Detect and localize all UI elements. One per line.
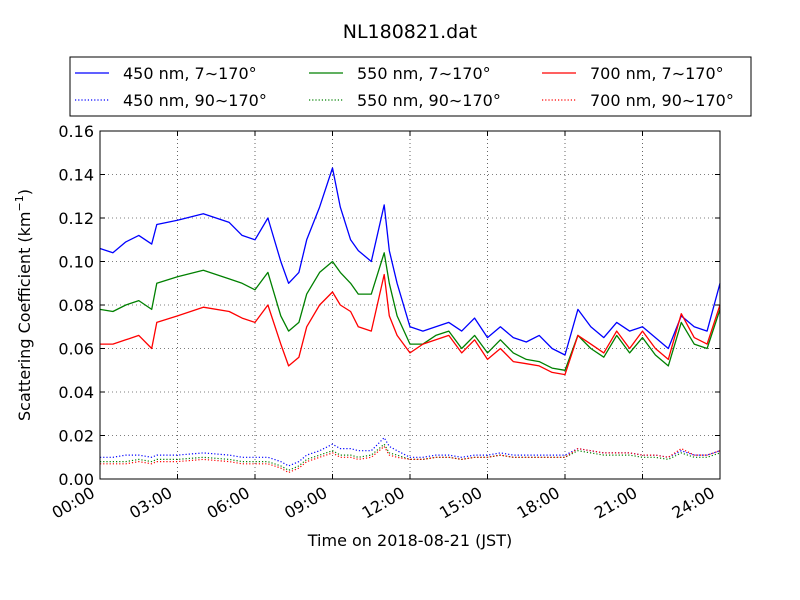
legend-label-2: 550 nm, 7∼170° bbox=[357, 64, 491, 83]
y-axis-label-exponent: −1 bbox=[13, 195, 26, 211]
series-line-0 bbox=[99, 167, 721, 356]
legend-label-5: 700 nm, 90∼170° bbox=[590, 91, 734, 110]
y-tick-label: 0.00 bbox=[58, 470, 94, 489]
legend-label-3: 550 nm, 90∼170° bbox=[357, 91, 501, 110]
legend-label-1: 450 nm, 90∼170° bbox=[123, 91, 267, 110]
series-line-1 bbox=[100, 437, 721, 467]
series-line-3 bbox=[100, 443, 721, 471]
series-line-2 bbox=[99, 252, 721, 371]
y-tick-label: 0.16 bbox=[58, 122, 94, 141]
plot-series bbox=[99, 167, 721, 474]
y-axis-label-main: Scattering Coefficient (km bbox=[15, 211, 34, 421]
legend-label-0: 450 nm, 7∼170° bbox=[123, 64, 257, 83]
y-tick-label: 0.04 bbox=[58, 383, 94, 402]
x-axis-label: Time on 2018-08-21 (JST) bbox=[307, 531, 512, 550]
y-tick-label: 0.02 bbox=[58, 427, 94, 446]
legend-label-4: 700 nm, 7∼170° bbox=[590, 64, 724, 83]
y-tick-label: 0.06 bbox=[58, 340, 94, 359]
y-tick-label: 0.12 bbox=[58, 209, 94, 228]
series-line-5 bbox=[100, 445, 721, 474]
y-axis-label: Scattering Coefficient (km−1) bbox=[13, 189, 34, 421]
legend: 450 nm, 7∼170° 450 nm, 90∼170° 550 nm, 7∼1… bbox=[69, 56, 752, 117]
chart-title: NL180821.dat bbox=[343, 21, 478, 43]
legend-box bbox=[69, 56, 752, 117]
series-line-4 bbox=[100, 273, 721, 376]
y-tick-label: 0.10 bbox=[58, 253, 94, 272]
y-tick-label: 0.08 bbox=[58, 296, 94, 315]
y-tick-label: 0.14 bbox=[58, 166, 94, 185]
y-axis-label-close: ) bbox=[15, 189, 34, 195]
